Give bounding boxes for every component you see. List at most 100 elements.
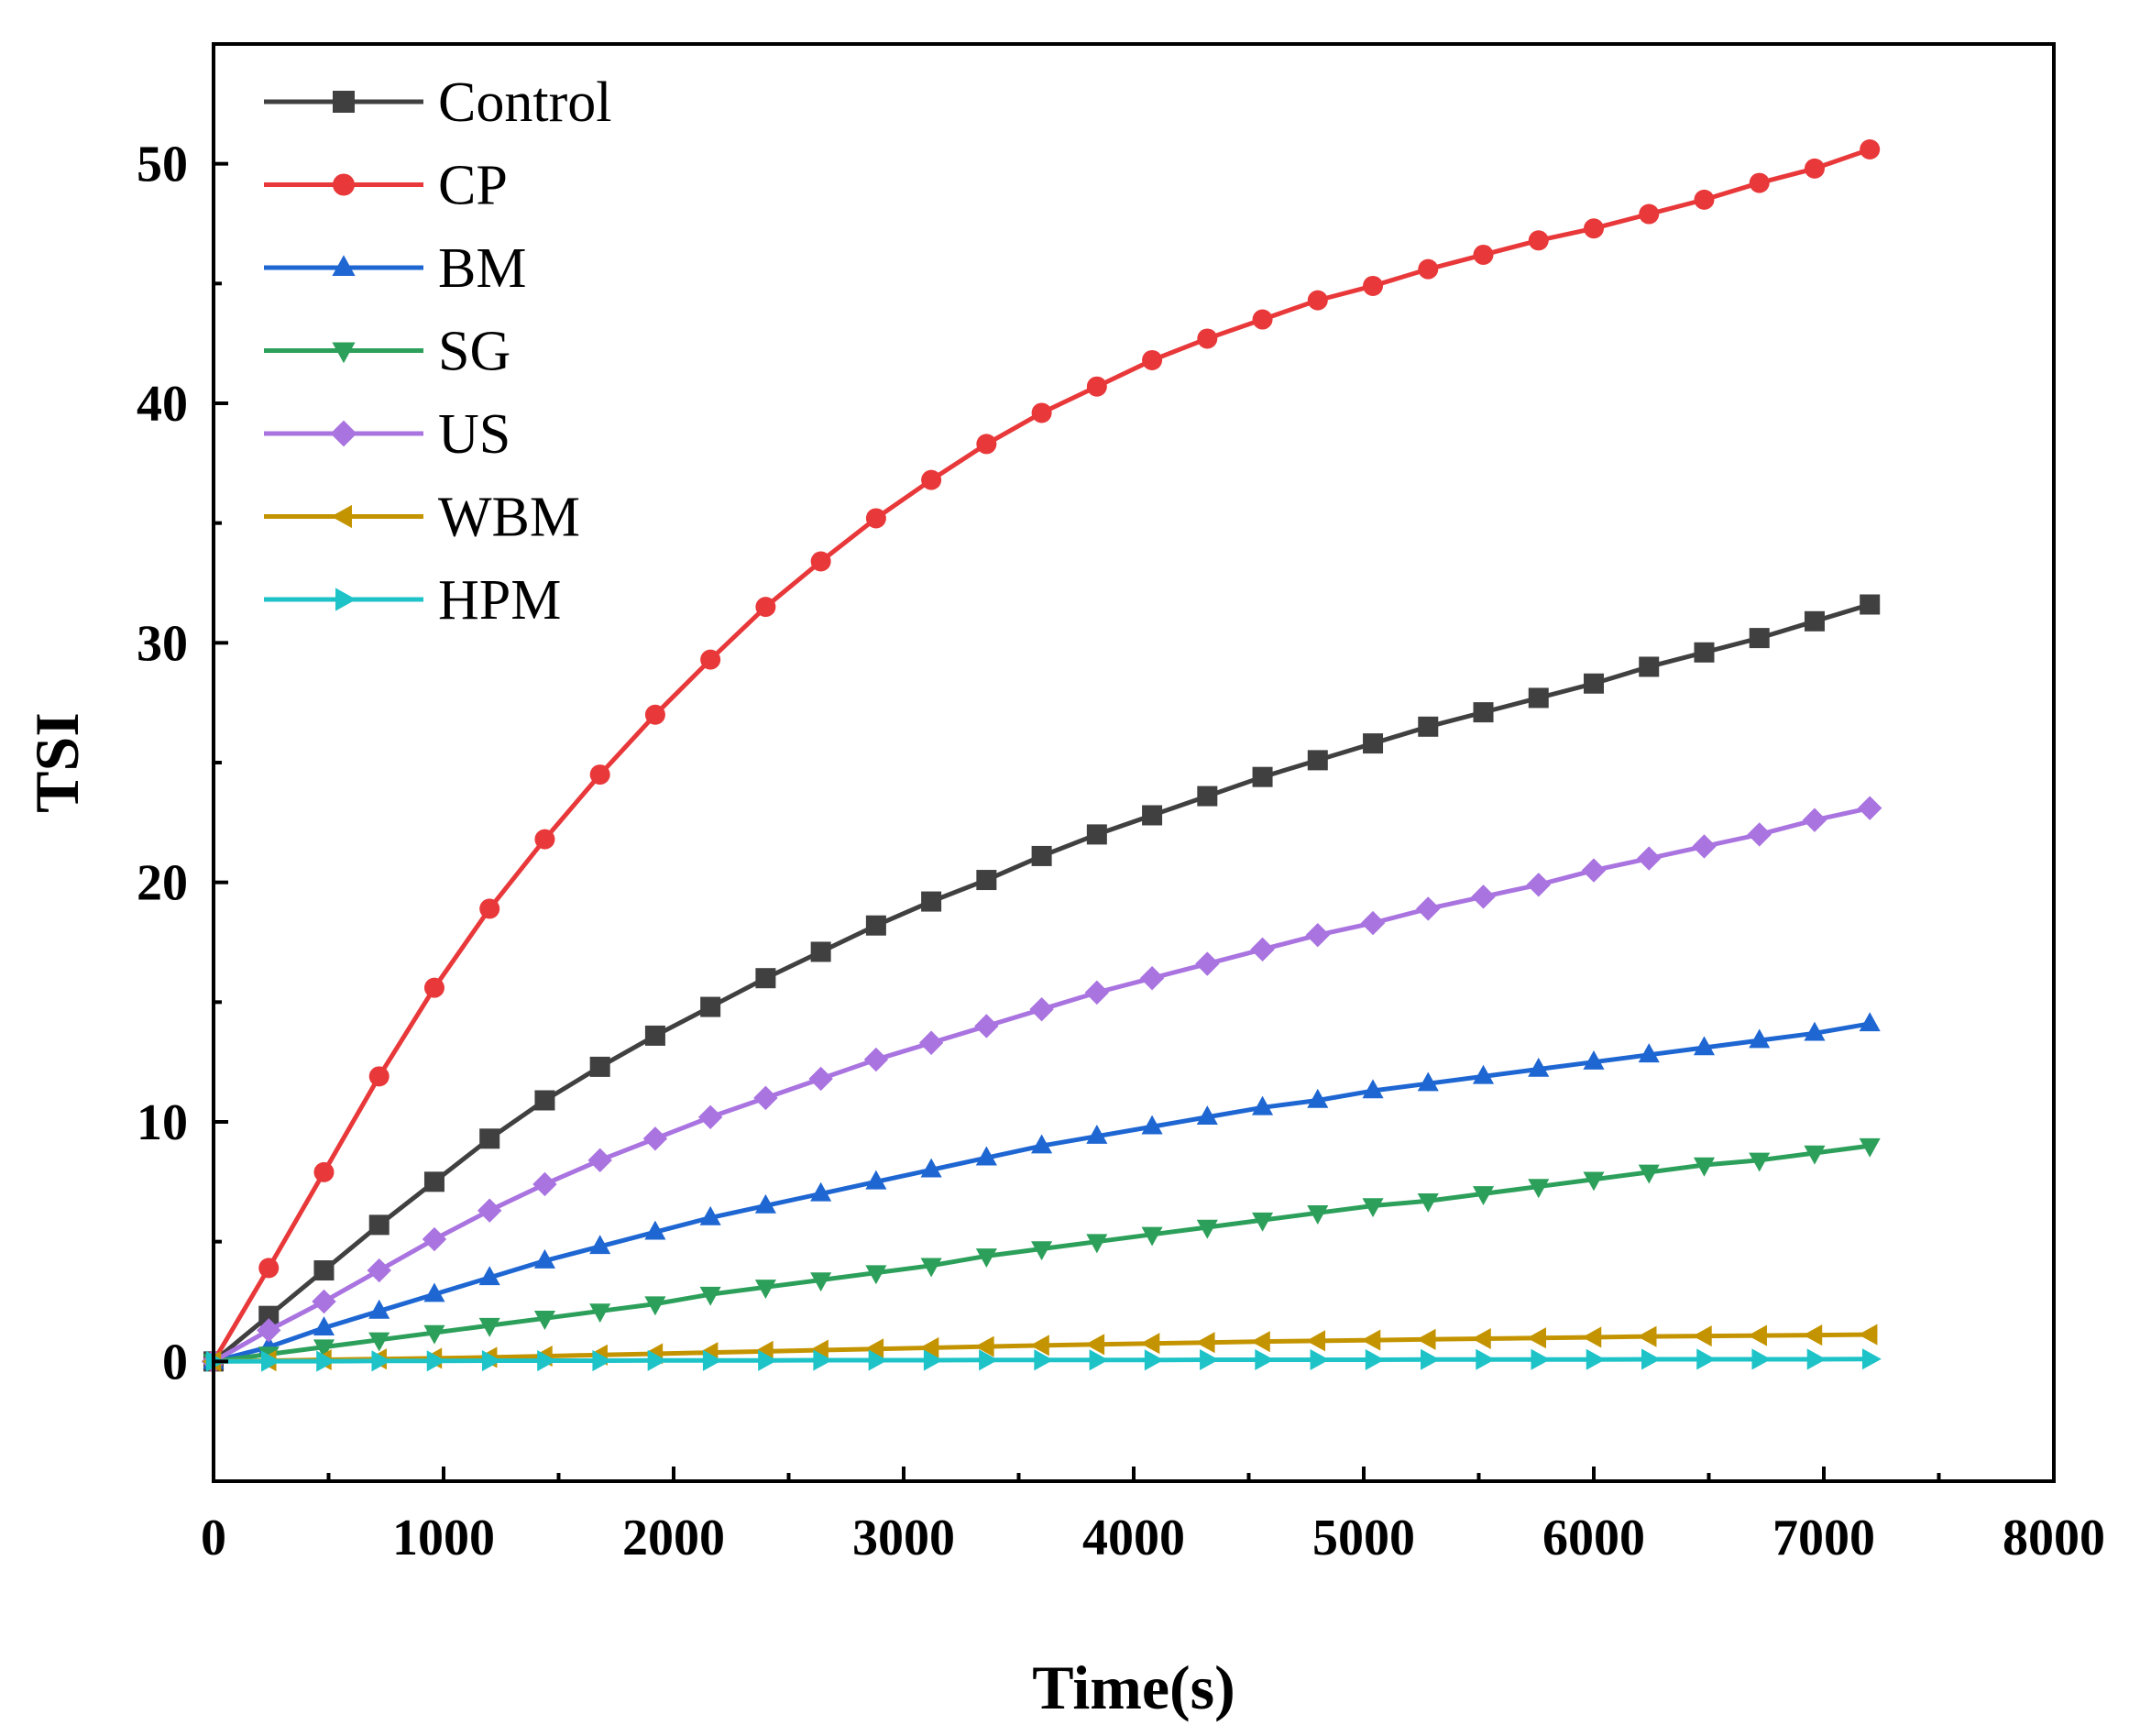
data-point-sg <box>1859 1137 1881 1158</box>
data-point-control <box>589 1056 610 1077</box>
data-point-sg <box>1141 1226 1163 1247</box>
legend-marker <box>330 420 357 447</box>
data-point-us <box>367 1258 391 1283</box>
data-point-control <box>1804 610 1825 632</box>
data-point-bm <box>533 1248 555 1269</box>
data-point-hpm <box>923 1349 943 1371</box>
legend-marker <box>332 342 356 364</box>
data-point-bm <box>1141 1115 1163 1135</box>
data-point-wbm <box>1250 1331 1270 1353</box>
series-line-us <box>212 806 1871 1364</box>
data-point-us <box>1416 896 1441 921</box>
data-point-control <box>1307 750 1328 771</box>
data-point-us <box>1305 922 1330 948</box>
data-point-cp <box>1307 290 1328 311</box>
data-point-wbm <box>1637 1325 1657 1347</box>
series-us <box>201 796 1882 1374</box>
data-point-us <box>1195 951 1220 976</box>
data-point-us <box>257 1318 281 1343</box>
data-point-bm <box>1472 1064 1495 1084</box>
x-tick-label: 8000 <box>2003 1510 2105 1566</box>
data-point-cp <box>1473 244 1494 265</box>
plot-series-layer <box>201 138 1882 1374</box>
data-point-hpm <box>1641 1348 1661 1370</box>
data-point-wbm <box>1306 1330 1326 1352</box>
data-point-hpm <box>1586 1348 1606 1370</box>
legend-item-control: Control <box>264 71 611 134</box>
data-point-us <box>1692 834 1717 859</box>
legend-label: US <box>438 403 510 466</box>
data-point-hpm <box>1531 1348 1551 1370</box>
data-point-cp <box>700 649 721 670</box>
x-tick-label: 3000 <box>852 1510 955 1566</box>
data-point-control <box>313 1260 335 1281</box>
data-point-control <box>368 1214 390 1236</box>
data-point-cp <box>1142 349 1163 370</box>
data-point-cp <box>313 1161 335 1182</box>
legend-marker <box>335 588 357 611</box>
data-point-sg <box>1583 1171 1605 1192</box>
data-point-wbm <box>1361 1329 1381 1351</box>
data-point-us <box>1084 980 1110 1005</box>
data-point-hpm <box>1365 1348 1385 1371</box>
x-tick-label: 7000 <box>1772 1510 1875 1566</box>
y-tick-label: 30 <box>137 615 188 672</box>
data-point-control <box>1252 766 1273 787</box>
data-point-us <box>1029 996 1054 1022</box>
data-point-sg <box>1362 1198 1384 1218</box>
data-point-bm <box>589 1235 611 1255</box>
data-point-wbm <box>1085 1334 1105 1356</box>
data-point-bm <box>810 1181 832 1202</box>
data-point-control <box>1031 845 1052 866</box>
data-point-hpm <box>481 1349 501 1372</box>
data-point-bm <box>1196 1105 1218 1126</box>
data-point-sg <box>1804 1145 1826 1165</box>
data-point-hpm <box>702 1349 722 1371</box>
data-point-control <box>1860 594 1881 615</box>
data-point-control <box>1584 673 1604 694</box>
x-axis: 0 1000 2000 3000 4000 5000 6000 7000 8000 <box>201 1467 2105 1566</box>
data-point-control <box>1639 656 1660 677</box>
data-point-control <box>700 996 721 1017</box>
series-cp <box>203 138 1881 1372</box>
data-point-sg <box>1693 1157 1716 1177</box>
data-point-wbm <box>1416 1328 1436 1350</box>
data-point-bm <box>920 1158 942 1178</box>
data-point-us <box>753 1085 778 1111</box>
series-control <box>203 594 1881 1372</box>
data-point-hpm <box>260 1350 280 1372</box>
data-point-control <box>976 870 997 891</box>
data-point-us <box>1139 966 1165 991</box>
data-point-us <box>1526 873 1551 897</box>
data-point-control <box>1694 642 1715 663</box>
legend-label: Control <box>438 71 611 134</box>
legend-label: HPM <box>438 569 561 632</box>
data-point-cp <box>1639 203 1660 225</box>
data-point-control <box>258 1305 280 1326</box>
data-point-us <box>1637 846 1662 871</box>
data-point-sg <box>589 1303 611 1324</box>
x-tick-label: 2000 <box>622 1510 725 1566</box>
data-point-bm <box>1749 1028 1771 1049</box>
legend-item-sg: SG <box>264 321 510 383</box>
data-point-control <box>1197 786 1218 807</box>
data-point-hpm <box>316 1350 336 1372</box>
x-tick-label: 0 <box>201 1510 226 1566</box>
data-point-bm <box>1307 1088 1329 1108</box>
x-tick-label: 1000 <box>392 1510 495 1566</box>
data-point-sg <box>368 1332 390 1352</box>
data-point-us <box>808 1066 833 1092</box>
y-tick-label: 10 <box>137 1094 188 1151</box>
data-point-cp <box>1860 138 1881 159</box>
series-bm <box>203 1012 1881 1369</box>
data-point-cp <box>1252 309 1273 330</box>
data-point-wbm <box>974 1335 994 1357</box>
data-point-cp <box>258 1258 280 1279</box>
data-point-control <box>1418 716 1439 737</box>
data-point-sg <box>1307 1205 1329 1225</box>
y-axis-title: TSI <box>22 712 92 813</box>
data-point-cp <box>1363 275 1384 296</box>
data-point-cp <box>1031 402 1052 423</box>
legend-item-bm: BM <box>264 237 526 300</box>
data-point-cp <box>1086 376 1107 397</box>
